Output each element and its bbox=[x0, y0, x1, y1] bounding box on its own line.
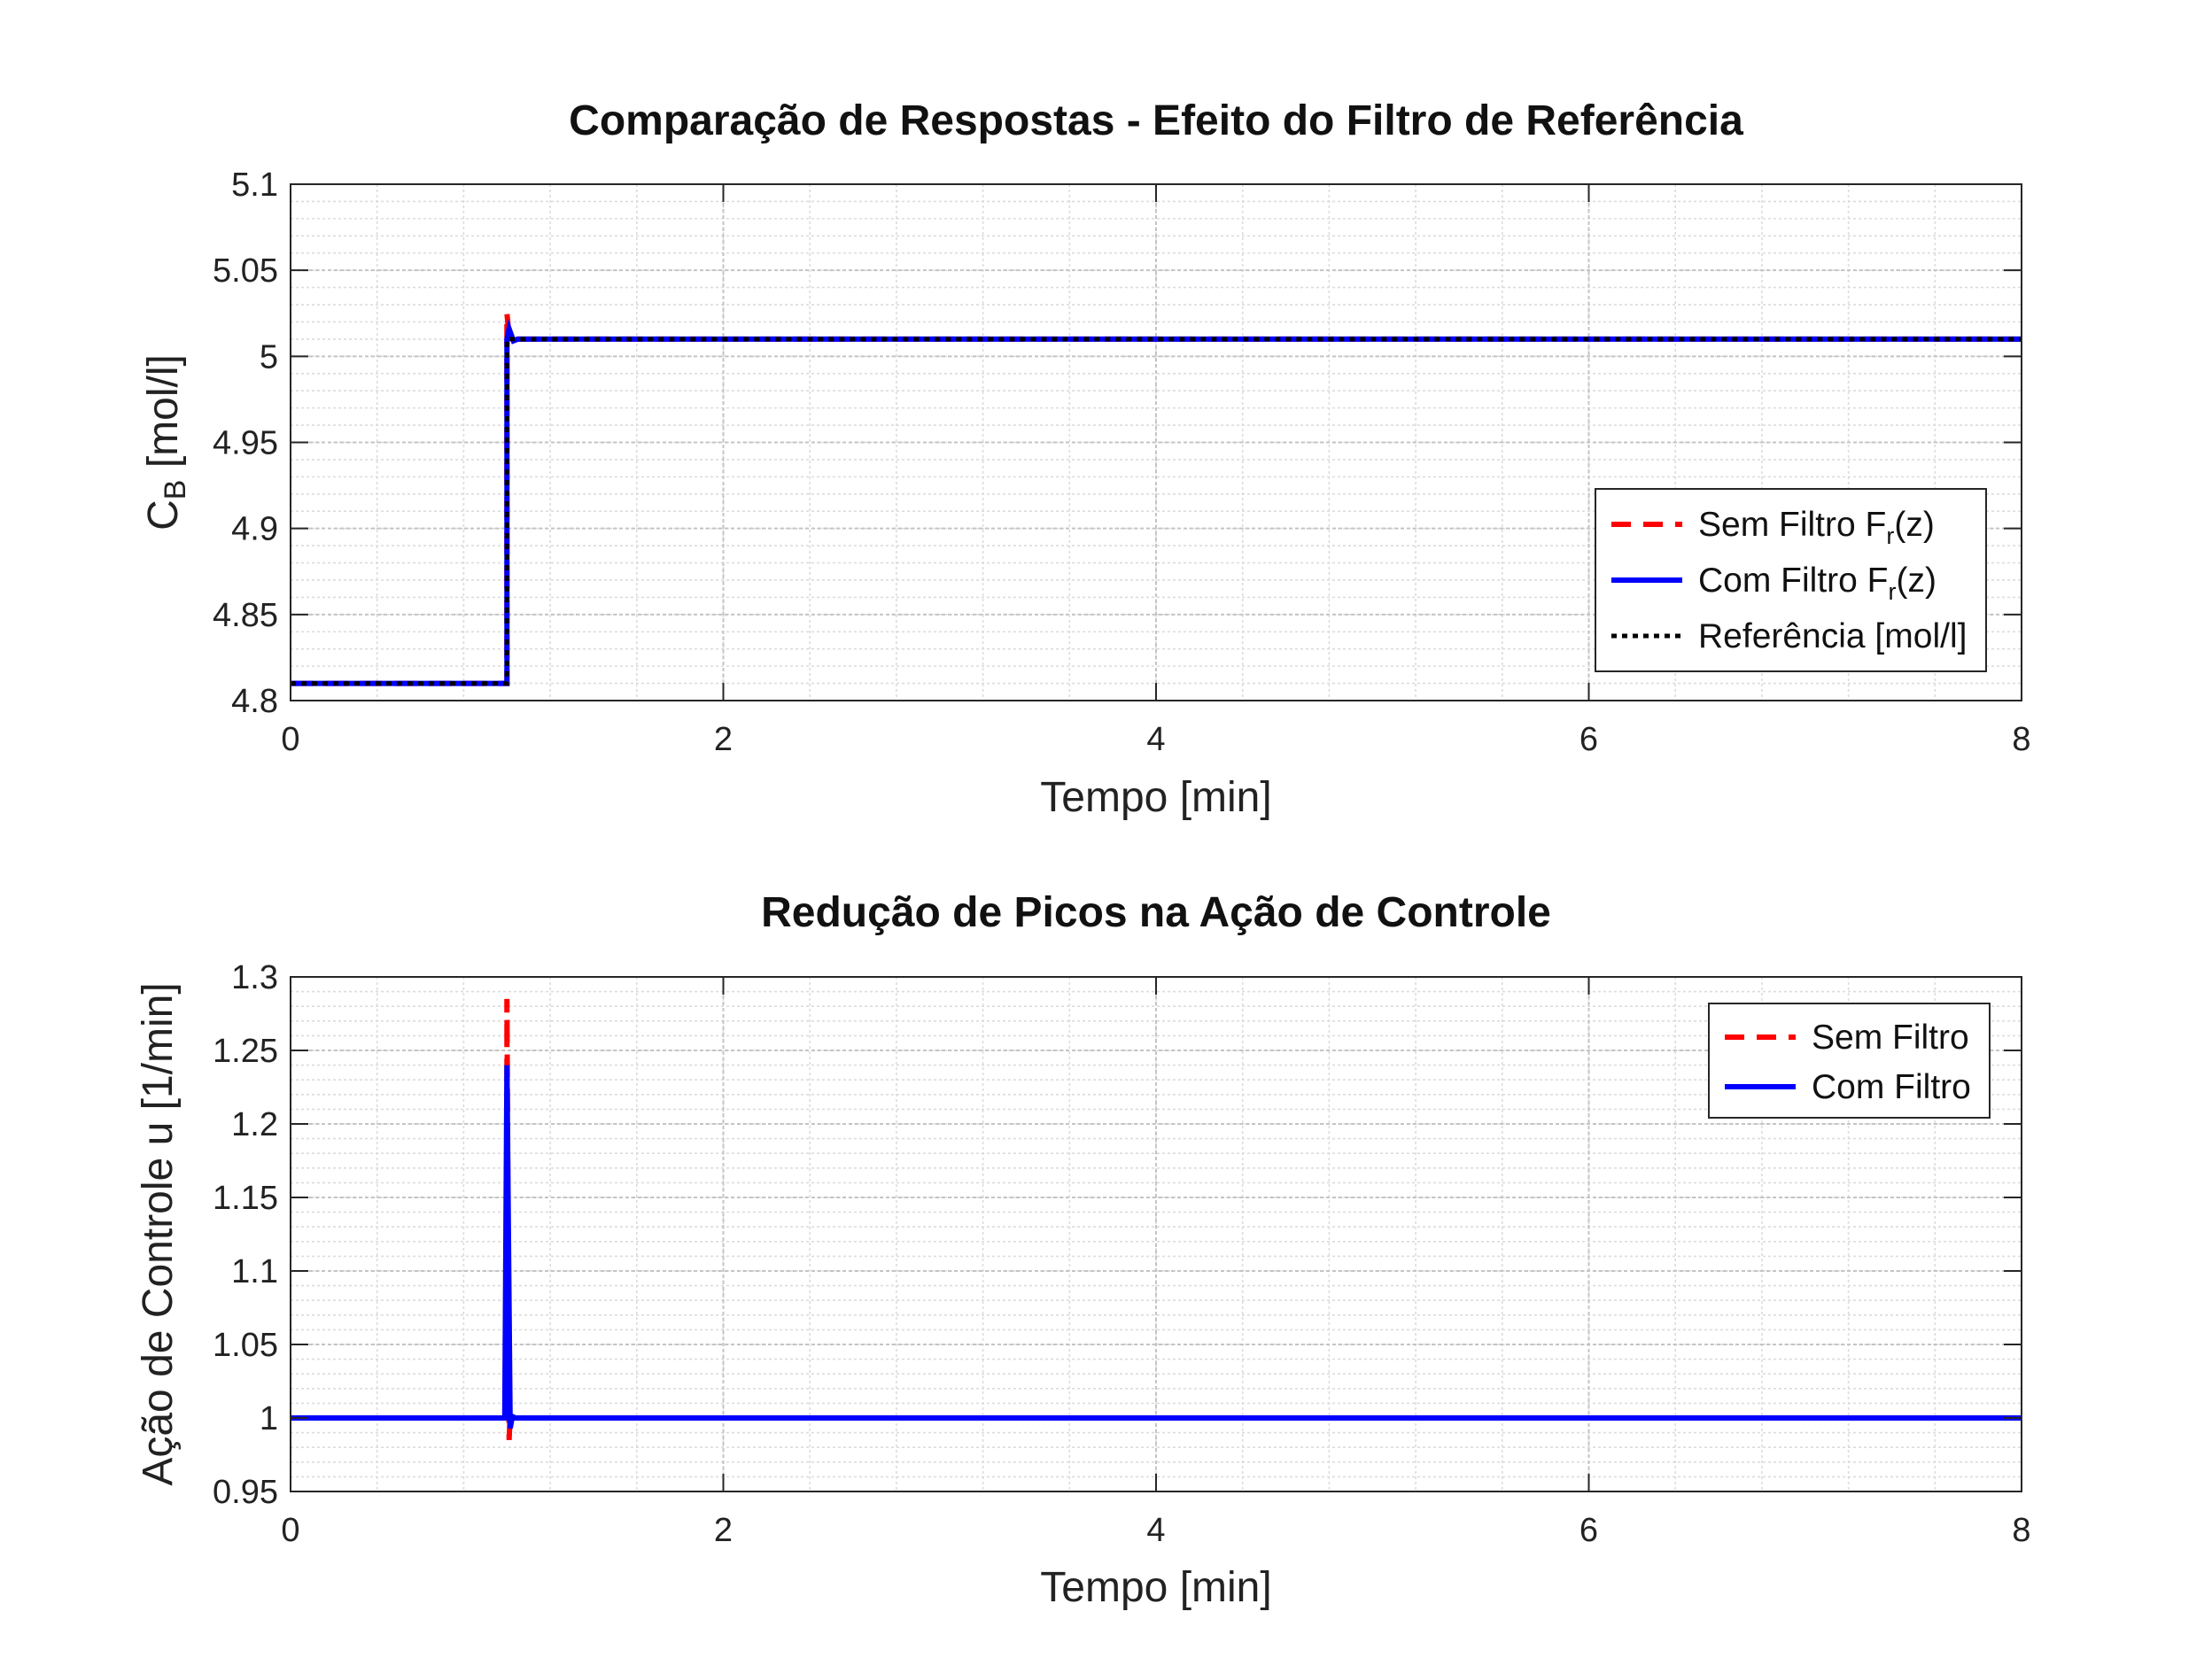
y-axis-label: CB [mol/l] bbox=[140, 354, 192, 531]
x-tick-label: 6 bbox=[1579, 721, 1598, 758]
legend-label-3: Referência [mol/l] bbox=[1698, 617, 1967, 655]
legend-box bbox=[1708, 1003, 1991, 1119]
y-tick-label: 1 bbox=[260, 1400, 278, 1437]
y-tick-label: 4.8 bbox=[231, 683, 278, 720]
y-axis-label: Ação de Controle u [1/min] bbox=[135, 982, 182, 1485]
chart-title: Redução de Picos na Ação de Controle bbox=[761, 889, 1551, 936]
series-line-3 bbox=[291, 337, 2022, 686]
x-tick-label: 4 bbox=[1146, 1512, 1165, 1549]
y-tick-label: 1.1 bbox=[231, 1253, 278, 1290]
y-tick-label: 5 bbox=[260, 338, 278, 376]
y-tick-label: 4.9 bbox=[231, 511, 278, 548]
chart-2: 0 2 4 6 8 0.95 1 1.05 1.1 1.15 1.2 1.25 1.3 Redução d… bbox=[135, 889, 2031, 1611]
legend: Sem Filtro Com Filtro bbox=[1708, 1003, 1991, 1119]
x-axis-label: Tempo [min] bbox=[1040, 774, 1271, 821]
y-tick-label: 5.1 bbox=[231, 167, 278, 204]
legend-label-1: Sem Filtro Fr(z) bbox=[1698, 506, 1935, 549]
x-tick-label: 2 bbox=[714, 1512, 733, 1549]
x-tick-label: 8 bbox=[2012, 721, 2030, 758]
legend-label-2: Com Filtro Fr(z) bbox=[1698, 562, 1936, 605]
y-tick-label: 1.05 bbox=[213, 1327, 278, 1364]
y-tick-label: 1.2 bbox=[231, 1106, 278, 1143]
chart-1: 0 2 4 6 8 4.8 4.85 4.9 4.95 5 5.05 5.1 Comparação de… bbox=[140, 97, 2031, 821]
legend: Sem Filtro Fr(z) Com Filtro Fr(z) Referênc… bbox=[1595, 488, 1987, 672]
y-tick-label: 1.25 bbox=[213, 1033, 278, 1070]
legend-label-1: Sem Filtro bbox=[1812, 1019, 1969, 1057]
chart-title: Comparação de Respostas - Efeito do Filt… bbox=[569, 97, 1743, 144]
y-tick-label: 0.95 bbox=[213, 1474, 278, 1511]
y-tick-label: 1.15 bbox=[213, 1180, 278, 1217]
x-tick-label: 6 bbox=[1579, 1512, 1598, 1549]
x-tick-label: 0 bbox=[281, 1512, 299, 1549]
legend-label-2: Com Filtro bbox=[1812, 1068, 1971, 1106]
y-tick-label: 4.85 bbox=[213, 597, 278, 634]
x-tick-label: 4 bbox=[1146, 721, 1165, 758]
x-tick-label: 2 bbox=[714, 721, 733, 758]
y-tick-label: 4.95 bbox=[213, 425, 278, 462]
series-line-2 bbox=[291, 1065, 2022, 1429]
y-tick-label: 1.3 bbox=[231, 959, 278, 996]
x-axis-label: Tempo [min] bbox=[1040, 1564, 1271, 1611]
y-tick-label: 5.05 bbox=[213, 252, 278, 290]
x-tick-label: 0 bbox=[281, 721, 299, 758]
x-tick-label: 8 bbox=[2012, 1512, 2030, 1549]
